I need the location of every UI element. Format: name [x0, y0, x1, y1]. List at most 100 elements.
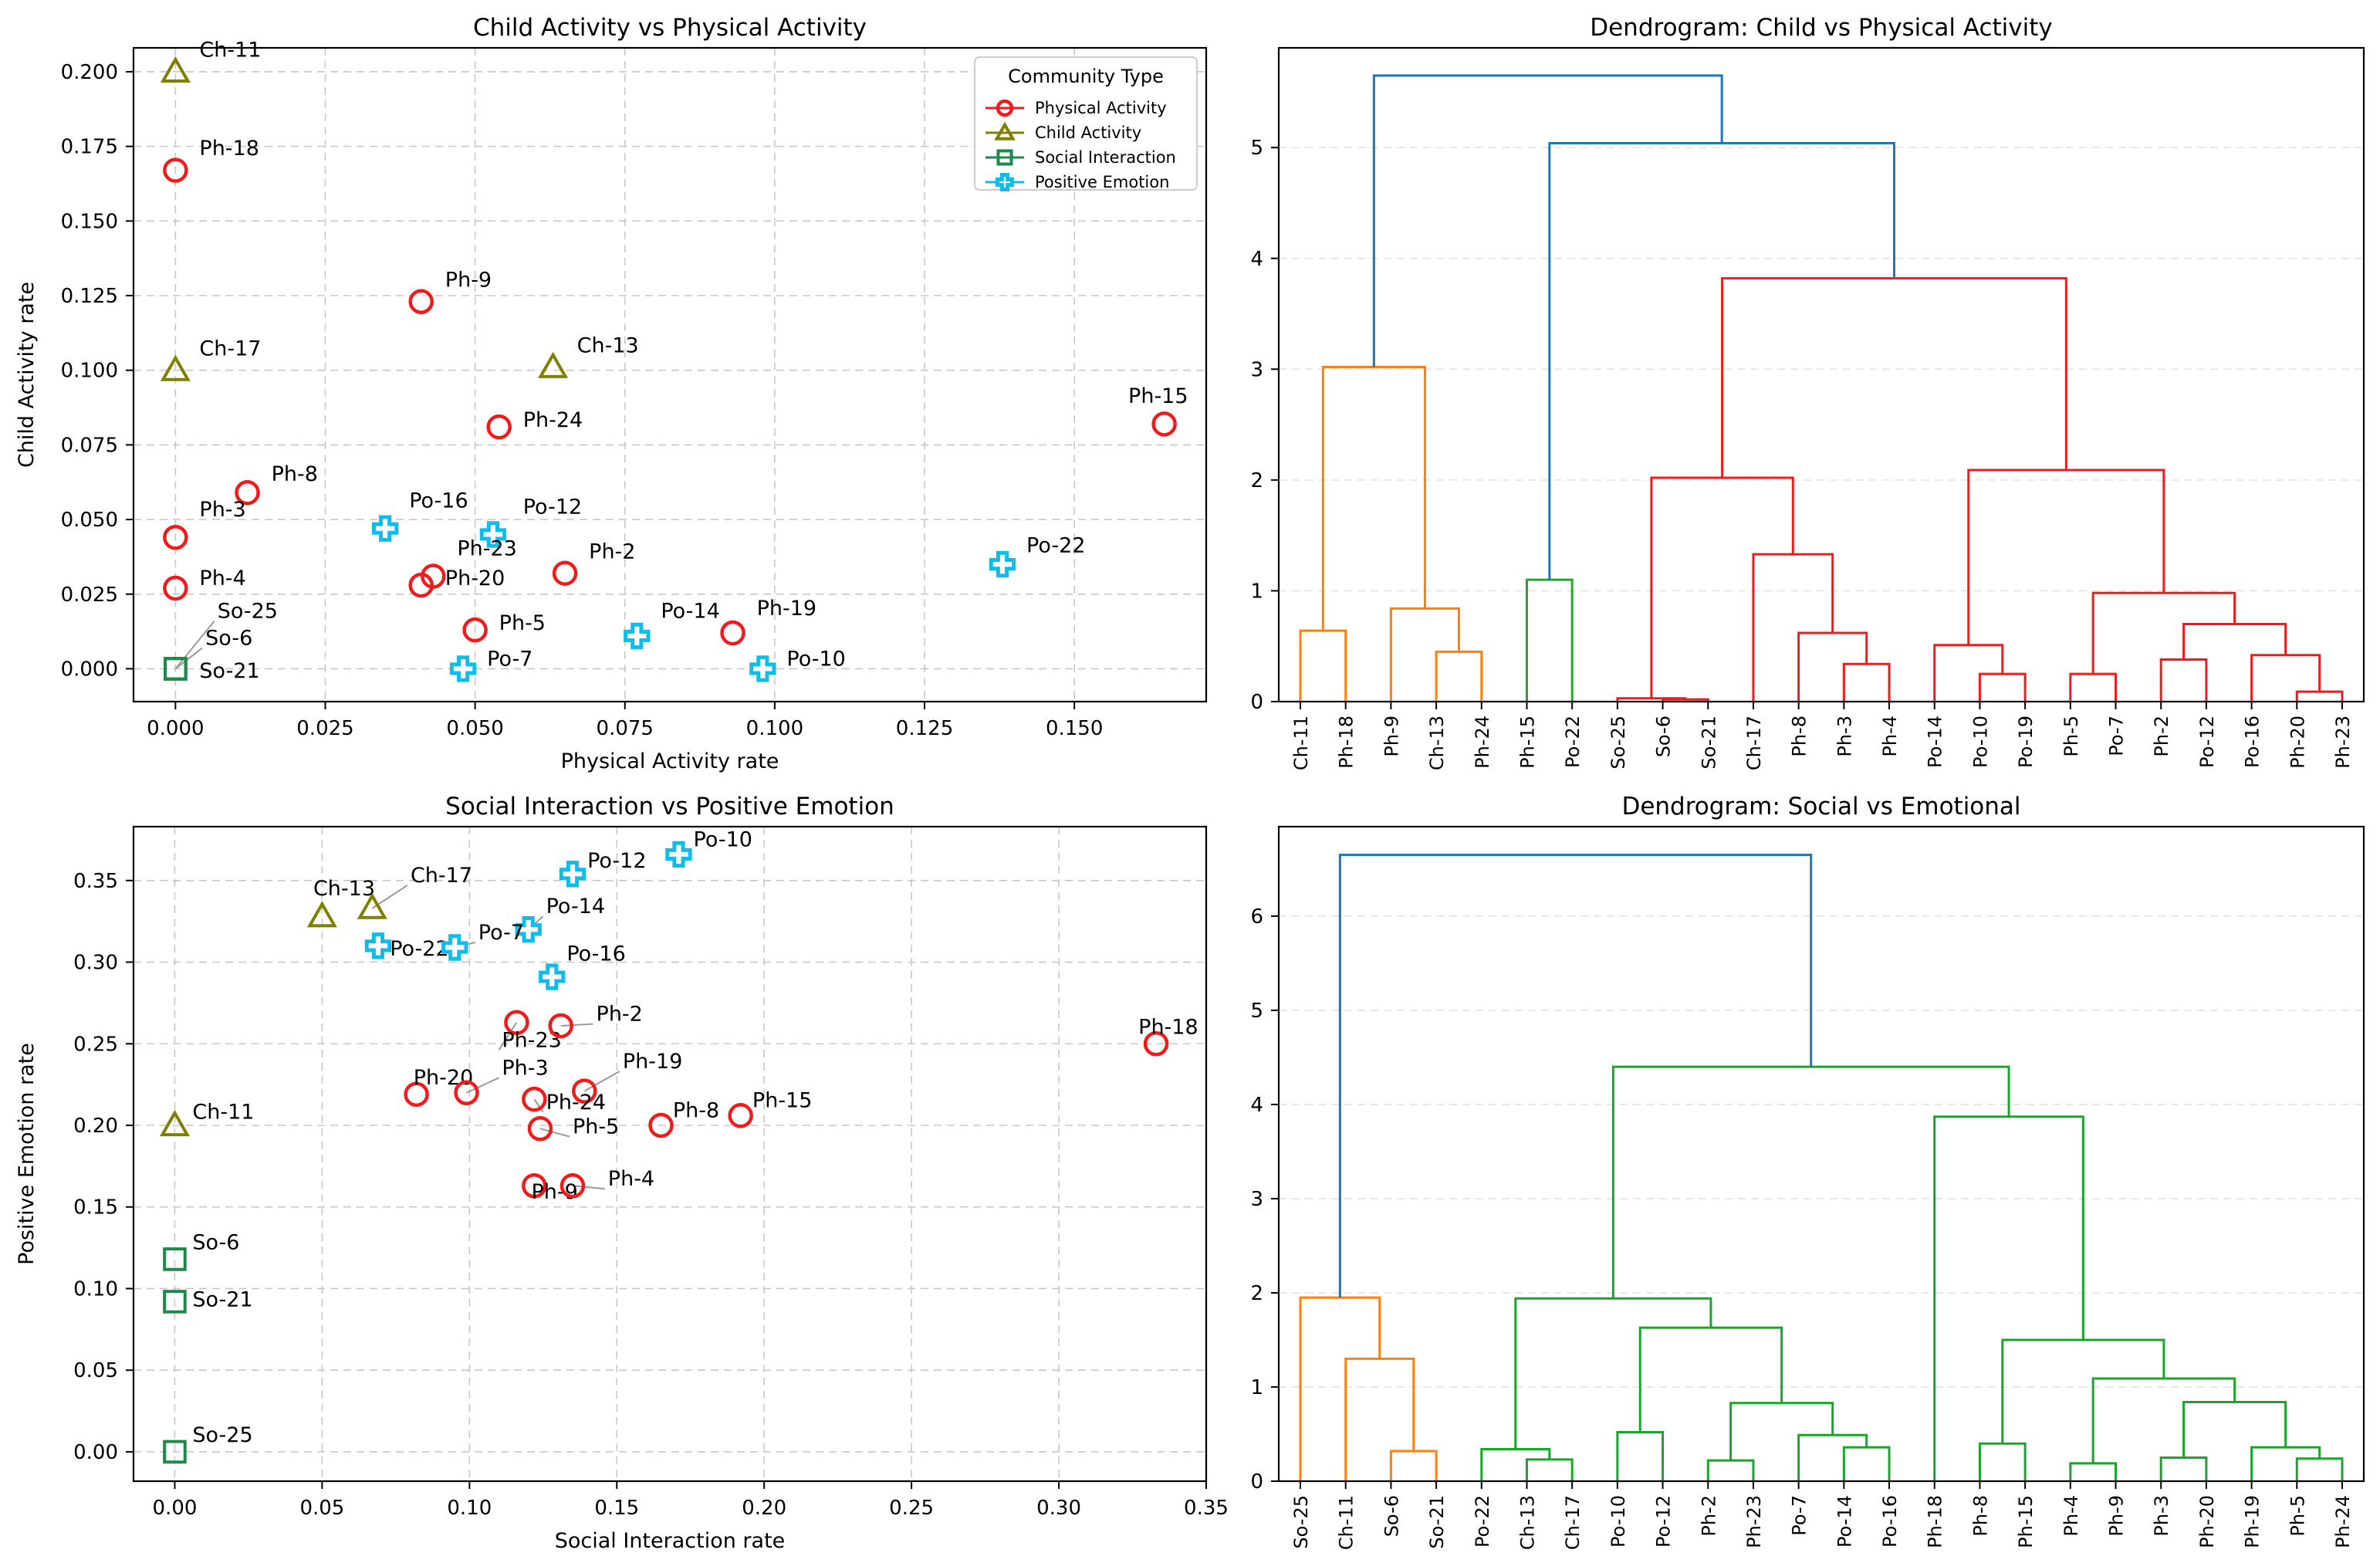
y-tick-label: 0.150 [61, 210, 118, 233]
grid [134, 48, 1206, 702]
dendro-link-8 [1797, 631, 1868, 702]
leaf-label-po-16: Po-16 [2242, 716, 2263, 768]
point-po-10 [749, 655, 776, 682]
plot-frame [132, 46, 1208, 703]
leaf-label-ph-23: Ph-23 [1743, 1495, 1765, 1548]
legend-label-child-activity: Child Activity [1035, 123, 1141, 142]
plot-frame [1277, 46, 2365, 703]
y-tick-label: 0.05 [73, 1359, 118, 1382]
y-tick-label: 5 [1250, 1000, 1263, 1023]
dendro-link-13 [2069, 1462, 2118, 1481]
dendro-link-18 [2091, 591, 2236, 675]
chart-title: Dendrogram: Child vs Physical Activity [1590, 14, 2053, 42]
y-tick-label: 3 [1250, 358, 1263, 381]
leader-line-ph-2 [560, 1023, 593, 1027]
point-so-6 [163, 1247, 187, 1271]
y-tick-label: 0.125 [61, 285, 118, 308]
point-label-po-12: Po-12 [587, 849, 646, 873]
x-tick-label: 0.100 [746, 717, 803, 740]
point-ph-19 [572, 1078, 597, 1104]
point-label-ph-8: Ph-8 [673, 1098, 719, 1122]
point-ch-13 [538, 351, 569, 378]
plot-frame [132, 825, 1208, 1483]
leaf-label-po-10: Po-10 [1969, 716, 1991, 768]
point-label-so-25: So-25 [192, 1423, 252, 1447]
dendro-link-12 [1978, 1442, 2027, 1481]
plot-frame [1277, 825, 2365, 1483]
dendro-link-4 [1525, 578, 1574, 702]
leaf-label-ch-11: Ch-11 [1336, 1495, 1357, 1550]
points: Po-10 Po-12 Ch-13 Ch-17 Po-14 Po-22 Po-7 Po-16 P… [159, 827, 1198, 1464]
point-ch-17 [357, 892, 387, 919]
chart-title: Social Interaction vs Positive Emotion [445, 793, 894, 820]
y-tick-label: 4 [1250, 248, 1263, 271]
dendro-link-12 [1933, 644, 2004, 702]
points: Ch-11 Ph-18 Ph-9 Ch-17 Ch-13 Ph-15 Ph-24 Ph-8 Ph… [160, 39, 1188, 683]
legend-box [974, 56, 1198, 191]
leader-line-ph-3 [466, 1077, 499, 1094]
leaf-label-so-25: So-25 [1608, 716, 1629, 770]
dendro-link-0 [1299, 629, 1347, 702]
point-ph-3 [163, 525, 188, 550]
point-label-po-22: Po-22 [390, 937, 448, 961]
point-label-ph-24: Ph-24 [523, 408, 583, 432]
leader-line-ph-23 [498, 1022, 518, 1051]
y-tick-label: 0.100 [61, 360, 118, 383]
legend-marker-positive-emotion [996, 173, 1014, 191]
leaf-label-ph-15: Ph-15 [1516, 716, 1538, 769]
point-label-po-10: Po-10 [786, 648, 845, 672]
point-label-ph-3: Ph-3 [502, 1056, 548, 1080]
point-label-ph-5: Ph-5 [499, 611, 546, 635]
leaf-label-po-7: Po-7 [2106, 716, 2128, 756]
point-label-ch-17: Ch-17 [411, 864, 472, 888]
leaf-label-ch-17: Ch-17 [1743, 716, 1765, 770]
dendro-link-6 [1706, 1459, 1755, 1481]
legend-marker-child-activity [994, 121, 1016, 140]
point-label-ph-4: Ph-4 [608, 1167, 654, 1191]
chart-scatter2: 0.00 0.05 0.10 0.15 0.20 0.25 0.30 0.35 0.00 0.05… [15, 793, 1229, 1553]
leaf-label-ph-8: Ph-8 [1789, 716, 1810, 757]
leader-line-ph-24 [533, 1098, 544, 1113]
y-tick-label: 4 [1250, 1094, 1263, 1117]
x-tick-label: 0.000 [147, 717, 204, 740]
y-tick-label: 1 [1250, 1376, 1263, 1399]
point-label-ph-8: Ph-8 [272, 462, 318, 486]
dendro-link-4 [1480, 1448, 1551, 1481]
leaf-label-po-22: Po-22 [1472, 1495, 1493, 1548]
leaf-label-ph-19: Ph-19 [2242, 1495, 2263, 1548]
point-label-ph-19: Ph-19 [623, 1050, 683, 1074]
legend-marker-social-interaction [996, 149, 1013, 166]
dendro-link-19 [2001, 1338, 2165, 1444]
dendro-link-10 [1650, 476, 1794, 699]
leader-line-ph-4 [572, 1185, 605, 1190]
dendro-link-15 [2295, 690, 2344, 702]
point-ch-11 [159, 1109, 191, 1137]
point-po-7 [441, 934, 468, 961]
point-label-po-14: Po-14 [546, 895, 605, 919]
leaf-label-ph-20: Ph-20 [2196, 1495, 2218, 1548]
links [1299, 854, 2344, 1481]
point-ch-11 [160, 56, 191, 83]
dendro-link-19 [1967, 469, 2165, 645]
point-ph-2 [548, 1013, 573, 1039]
point-po-10 [665, 841, 692, 868]
leaf-label-ch-17: Ch-17 [1562, 1495, 1584, 1550]
point-label-ch-13: Ch-13 [313, 877, 375, 901]
x-tick-label: 0.125 [896, 717, 953, 740]
point-ph-15 [1151, 411, 1177, 437]
dendro-link-14 [2159, 1456, 2208, 1481]
x-tick-label: 0.15 [594, 1497, 639, 1520]
point-label-so-6: So-6 [205, 627, 252, 651]
legend-label-positive-emotion: Positive Emotion [1035, 173, 1169, 191]
dendro-link-2 [1299, 1296, 1381, 1481]
point-label-ph-23: Ph-23 [457, 536, 517, 560]
leader-line-so-25 [174, 621, 215, 670]
point-label-ph-5: Ph-5 [573, 1115, 619, 1139]
leaf-label-so-25: So-25 [1290, 1495, 1312, 1549]
y-tick-label: 0.25 [73, 1033, 118, 1056]
y-axis-label: Child Activity rate [15, 282, 39, 468]
leaf-label-po-12: Po-12 [2196, 716, 2218, 768]
point-po-14 [515, 916, 542, 943]
leaf-label-ph-4: Ph-4 [1879, 716, 1901, 757]
point-po-12 [479, 521, 507, 548]
